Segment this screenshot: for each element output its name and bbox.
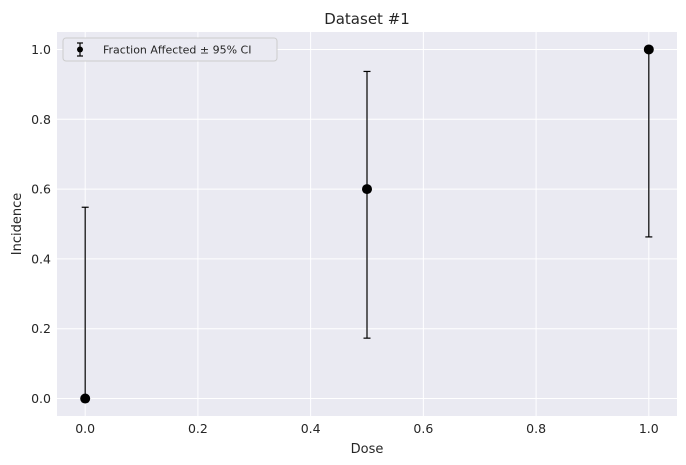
chart-title: Dataset #1	[324, 10, 410, 28]
data-point	[80, 393, 91, 404]
x-tick-label: 0.4	[301, 421, 321, 436]
legend-marker	[77, 46, 83, 53]
legend-box	[62, 37, 278, 62]
x-tick-labels: 0.0 0.2 0.4 0.6 0.8 1.0	[75, 421, 659, 436]
x-tick-label: 1.0	[639, 421, 659, 436]
x-axis-label: Dose	[351, 442, 384, 457]
x-tick-label: 0.2	[188, 421, 208, 436]
y-tick-label: 0.4	[31, 251, 51, 266]
y-tick-label: 0.2	[31, 321, 51, 336]
data-point	[362, 184, 372, 195]
y-tick-label: 1.0	[31, 42, 51, 57]
y-tick-label: 0.0	[31, 391, 51, 406]
x-tick-label: 0.0	[75, 421, 95, 436]
y-axis-label: Incidence	[10, 193, 25, 255]
x-tick-label: 0.6	[413, 421, 433, 436]
marker-layer	[80, 44, 654, 404]
data-point	[643, 44, 654, 55]
y-tick-label: 0.8	[31, 112, 51, 127]
legend: Fraction Affected ± 95% CI	[62, 37, 278, 62]
y-tick-label: 0.6	[31, 182, 51, 197]
y-tick-labels: 0.0 0.2 0.4 0.6 0.8 1.0	[31, 42, 51, 406]
legend-label: Fraction Affected ± 95% CI	[103, 44, 251, 57]
x-tick-label: 0.8	[526, 421, 546, 436]
